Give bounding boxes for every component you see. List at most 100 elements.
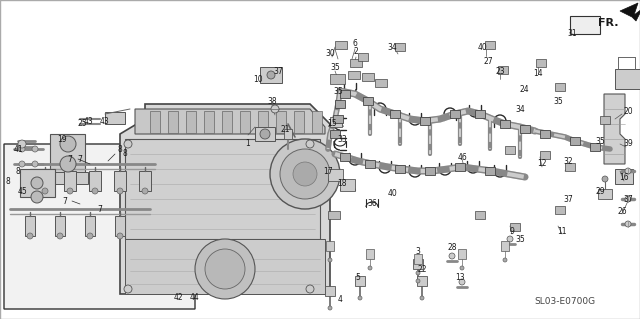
Text: 21: 21: [280, 124, 290, 133]
Bar: [125, 139, 320, 239]
Circle shape: [416, 279, 420, 283]
Bar: [414, 254, 422, 264]
Text: 40: 40: [477, 42, 487, 51]
Text: 31: 31: [567, 29, 577, 39]
Circle shape: [60, 136, 76, 152]
Bar: [114, 171, 126, 191]
Text: 22: 22: [417, 264, 427, 273]
Text: 35: 35: [595, 137, 605, 145]
Text: 7: 7: [77, 154, 83, 164]
Bar: [20, 169, 55, 197]
Bar: [312, 111, 322, 133]
Text: 39: 39: [623, 139, 633, 149]
Circle shape: [328, 258, 332, 262]
Polygon shape: [604, 94, 625, 164]
Circle shape: [195, 239, 255, 299]
Bar: [328, 211, 340, 219]
Bar: [48, 172, 88, 184]
Circle shape: [19, 146, 25, 152]
Bar: [555, 206, 565, 214]
Text: 20: 20: [623, 107, 633, 115]
Bar: [105, 112, 125, 124]
Circle shape: [358, 296, 362, 300]
Bar: [510, 223, 520, 231]
Bar: [505, 146, 515, 154]
Text: 26: 26: [617, 206, 627, 216]
Bar: [255, 127, 275, 141]
Circle shape: [459, 279, 465, 285]
Bar: [330, 117, 342, 127]
Text: 43: 43: [83, 116, 93, 125]
Circle shape: [31, 191, 43, 203]
Circle shape: [507, 236, 513, 242]
Circle shape: [42, 188, 48, 194]
Text: 28: 28: [447, 242, 457, 251]
Circle shape: [260, 129, 270, 139]
Circle shape: [32, 161, 38, 167]
Bar: [450, 110, 460, 118]
Circle shape: [60, 156, 76, 172]
Circle shape: [205, 249, 245, 289]
Bar: [89, 171, 101, 191]
Bar: [395, 43, 405, 51]
Bar: [260, 67, 282, 83]
Bar: [222, 111, 232, 133]
Text: 8: 8: [118, 145, 122, 153]
Bar: [340, 90, 350, 98]
Circle shape: [267, 71, 275, 79]
Bar: [498, 66, 508, 74]
Bar: [204, 111, 214, 133]
Bar: [333, 115, 343, 123]
Text: 35: 35: [333, 86, 343, 95]
Text: 12: 12: [537, 160, 547, 168]
Bar: [115, 216, 125, 236]
Bar: [139, 171, 151, 191]
Text: 1: 1: [246, 138, 250, 147]
Circle shape: [293, 162, 317, 186]
Text: 8: 8: [15, 167, 20, 175]
Text: 16: 16: [619, 173, 629, 182]
Circle shape: [306, 140, 314, 148]
Circle shape: [416, 271, 420, 275]
Bar: [501, 241, 509, 251]
Bar: [540, 151, 550, 159]
Text: 40: 40: [387, 189, 397, 198]
Bar: [455, 163, 465, 171]
Bar: [85, 216, 95, 236]
Text: 8: 8: [6, 176, 10, 186]
Bar: [284, 129, 292, 139]
Bar: [395, 165, 405, 173]
Circle shape: [460, 266, 464, 270]
Bar: [500, 120, 510, 128]
Bar: [536, 59, 546, 67]
Text: 14: 14: [533, 70, 543, 78]
Bar: [326, 241, 334, 251]
Bar: [50, 134, 85, 174]
Text: 23: 23: [495, 66, 505, 76]
Text: 7: 7: [68, 154, 72, 164]
Circle shape: [19, 161, 25, 167]
Circle shape: [117, 188, 123, 194]
Text: 24: 24: [519, 85, 529, 93]
Text: 34: 34: [515, 105, 525, 114]
Bar: [25, 216, 35, 236]
Circle shape: [625, 196, 631, 202]
Text: 45: 45: [17, 187, 27, 196]
Bar: [425, 167, 435, 175]
Text: 43: 43: [100, 116, 110, 125]
Bar: [330, 130, 340, 138]
Bar: [615, 69, 640, 89]
Text: 35: 35: [515, 234, 525, 243]
Bar: [363, 97, 373, 105]
Circle shape: [625, 221, 631, 227]
Text: 34: 34: [387, 42, 397, 51]
Circle shape: [32, 146, 38, 152]
Circle shape: [124, 285, 132, 293]
Bar: [340, 179, 355, 191]
Circle shape: [142, 188, 148, 194]
Bar: [600, 116, 610, 124]
Circle shape: [280, 149, 330, 199]
Circle shape: [602, 176, 608, 182]
Circle shape: [117, 233, 123, 239]
Bar: [328, 169, 343, 181]
